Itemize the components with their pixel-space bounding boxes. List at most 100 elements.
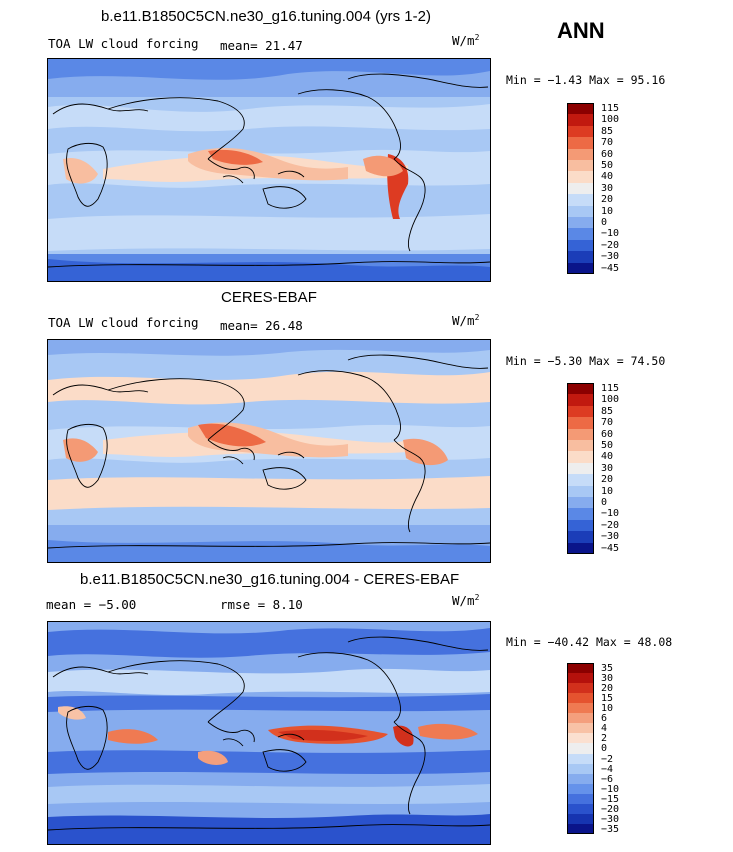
panel3-map <box>47 621 491 845</box>
colorbar-tick-label: 70 <box>601 137 614 149</box>
colorbar-swatch <box>567 803 594 815</box>
colorbar-tick-label: −10 <box>601 508 620 520</box>
panel1-units-label: W/m2 <box>452 33 480 49</box>
colorbar-swatch <box>567 262 594 275</box>
colorbar-swatch <box>567 451 594 464</box>
colorbar-swatch <box>567 663 594 674</box>
colorbar-tick-label: −35 <box>601 823 620 835</box>
colorbar-swatch <box>567 114 594 127</box>
colorbar-swatch <box>567 405 594 418</box>
colorbar-tick-label: 35 <box>601 663 614 674</box>
colorbar-swatch <box>567 508 594 521</box>
panel1-title: b.e11.B1850C5CN.ne30_g16.tuning.004 (yrs… <box>101 8 431 25</box>
colorbar-tick-label: 10 <box>601 485 614 497</box>
colorbar-tick-label: 20 <box>601 194 614 206</box>
colorbar-swatch <box>567 773 594 785</box>
colorbar-tick-label: 30 <box>601 673 614 685</box>
season-label: ANN <box>557 18 605 43</box>
colorbar-tick-label: −4 <box>601 763 614 775</box>
colorbar-tick-label: −2 <box>601 753 614 765</box>
panel3-minmax-label: Min = −40.42 Max = 48.08 <box>506 635 673 649</box>
colorbar-swatch <box>567 743 594 755</box>
colorbar-swatch <box>567 251 594 264</box>
colorbar-swatch <box>567 160 594 172</box>
colorbar-swatch <box>567 205 594 218</box>
panel3-title: b.e11.B1850C5CN.ne30_g16.tuning.004 - CE… <box>80 571 460 588</box>
colorbar-tick-label: 20 <box>601 474 614 486</box>
colorbar-tick-label: 100 <box>601 394 620 406</box>
colorbar-swatch <box>567 683 594 694</box>
colorbar-tick-label: 40 <box>601 451 614 463</box>
colorbar-swatch <box>567 813 594 825</box>
colorbar-tick-label: 15 <box>601 693 614 705</box>
colorbar-tick-label: 10 <box>601 205 614 217</box>
colorbar-swatch <box>567 148 594 161</box>
colorbar-tick-label: 85 <box>601 405 614 417</box>
colorbar-swatch <box>567 137 594 150</box>
colorbar-swatch <box>567 462 594 475</box>
panel3-mean-label: mean = −5.00 <box>46 597 137 612</box>
colorbar-tick-label: 60 <box>601 428 614 440</box>
panel2-title: CERES-EBAF <box>221 289 317 306</box>
colorbar-swatch <box>567 519 594 532</box>
panel1-colorbar: 115 100 85 70 60 50 40 30 20 10 0 −10 −20 −30 −45 <box>567 103 647 275</box>
panel3-rmse-label: rmse = 8.10 <box>220 597 303 612</box>
colorbar-tick-label: 40 <box>601 171 614 183</box>
panel1-variable-label: TOA LW cloud forcing <box>48 36 199 51</box>
colorbar-swatch <box>567 723 594 734</box>
panel1-mean-label: mean= 21.47 <box>220 38 303 53</box>
colorbar-tick-label: −6 <box>601 773 614 785</box>
colorbar-swatch <box>567 228 594 241</box>
colorbar-tick-label: 6 <box>601 713 608 725</box>
colorbar-swatch <box>567 542 594 555</box>
colorbar-swatch <box>567 753 594 765</box>
colorbar-tick-label: 10 <box>601 703 614 715</box>
panel1-map <box>47 58 491 282</box>
colorbar-swatch <box>567 440 594 452</box>
colorbar-tick-label: −30 <box>601 251 620 263</box>
colorbar-swatch <box>567 823 594 835</box>
colorbar-swatch <box>567 103 594 115</box>
colorbar-swatch <box>567 703 594 714</box>
colorbar-swatch <box>567 713 594 724</box>
colorbar-tick-label: −45 <box>601 542 620 554</box>
colorbar-tick-label: −20 <box>601 239 620 251</box>
colorbar-swatch <box>567 474 594 487</box>
colorbar-swatch <box>567 531 594 544</box>
panel2-minmax-label: Min = −5.30 Max = 74.50 <box>506 354 666 368</box>
colorbar-tick-label: 85 <box>601 125 614 137</box>
colorbar-tick-label: 0 <box>601 217 608 228</box>
colorbar-swatch <box>567 383 594 395</box>
colorbar-tick-label: −45 <box>601 262 620 274</box>
panel3-units-label: W/m2 <box>452 593 480 609</box>
panel2-mean-label: mean= 26.48 <box>220 318 303 333</box>
colorbar-tick-label: 60 <box>601 148 614 160</box>
panel2-map <box>47 339 491 563</box>
colorbar-tick-label: 0 <box>601 497 608 508</box>
colorbar-tick-label: 115 <box>601 103 620 114</box>
panel2-colorbar: 115 100 85 70 60 50 40 30 20 10 0 −10 −20 −30 −45 <box>567 383 647 555</box>
panel3-colorbar: 35 30 20 15 10 6 4 2 0 −2 −4 −6 −10 −15 −20 −30 −35 <box>567 663 647 835</box>
colorbar-tick-label: −20 <box>601 519 620 531</box>
colorbar-tick-label: 70 <box>601 417 614 429</box>
colorbar-tick-label: −20 <box>601 803 620 815</box>
colorbar-tick-label: −10 <box>601 783 620 795</box>
panel1-minmax-label: Min = −1.43 Max = 95.16 <box>506 73 666 87</box>
colorbar-tick-label: 30 <box>601 462 614 474</box>
colorbar-swatch <box>567 125 594 138</box>
colorbar-swatch <box>567 485 594 498</box>
panel2-units-label: W/m2 <box>452 313 480 329</box>
colorbar-tick-label: −15 <box>601 793 620 805</box>
colorbar-tick-label: 0 <box>601 743 608 755</box>
colorbar-tick-label: 20 <box>601 683 614 695</box>
colorbar-tick-label: −10 <box>601 228 620 240</box>
colorbar-swatch <box>567 171 594 184</box>
colorbar-tick-label: 50 <box>601 440 614 451</box>
colorbar-swatch <box>567 394 594 407</box>
colorbar-swatch <box>567 783 594 795</box>
colorbar-swatch <box>567 673 594 684</box>
colorbar-tick-label: 115 <box>601 383 620 394</box>
colorbar-tick-label: 2 <box>601 733 608 745</box>
panel2-variable-label: TOA LW cloud forcing <box>48 315 199 330</box>
colorbar-tick-label: −30 <box>601 813 620 825</box>
